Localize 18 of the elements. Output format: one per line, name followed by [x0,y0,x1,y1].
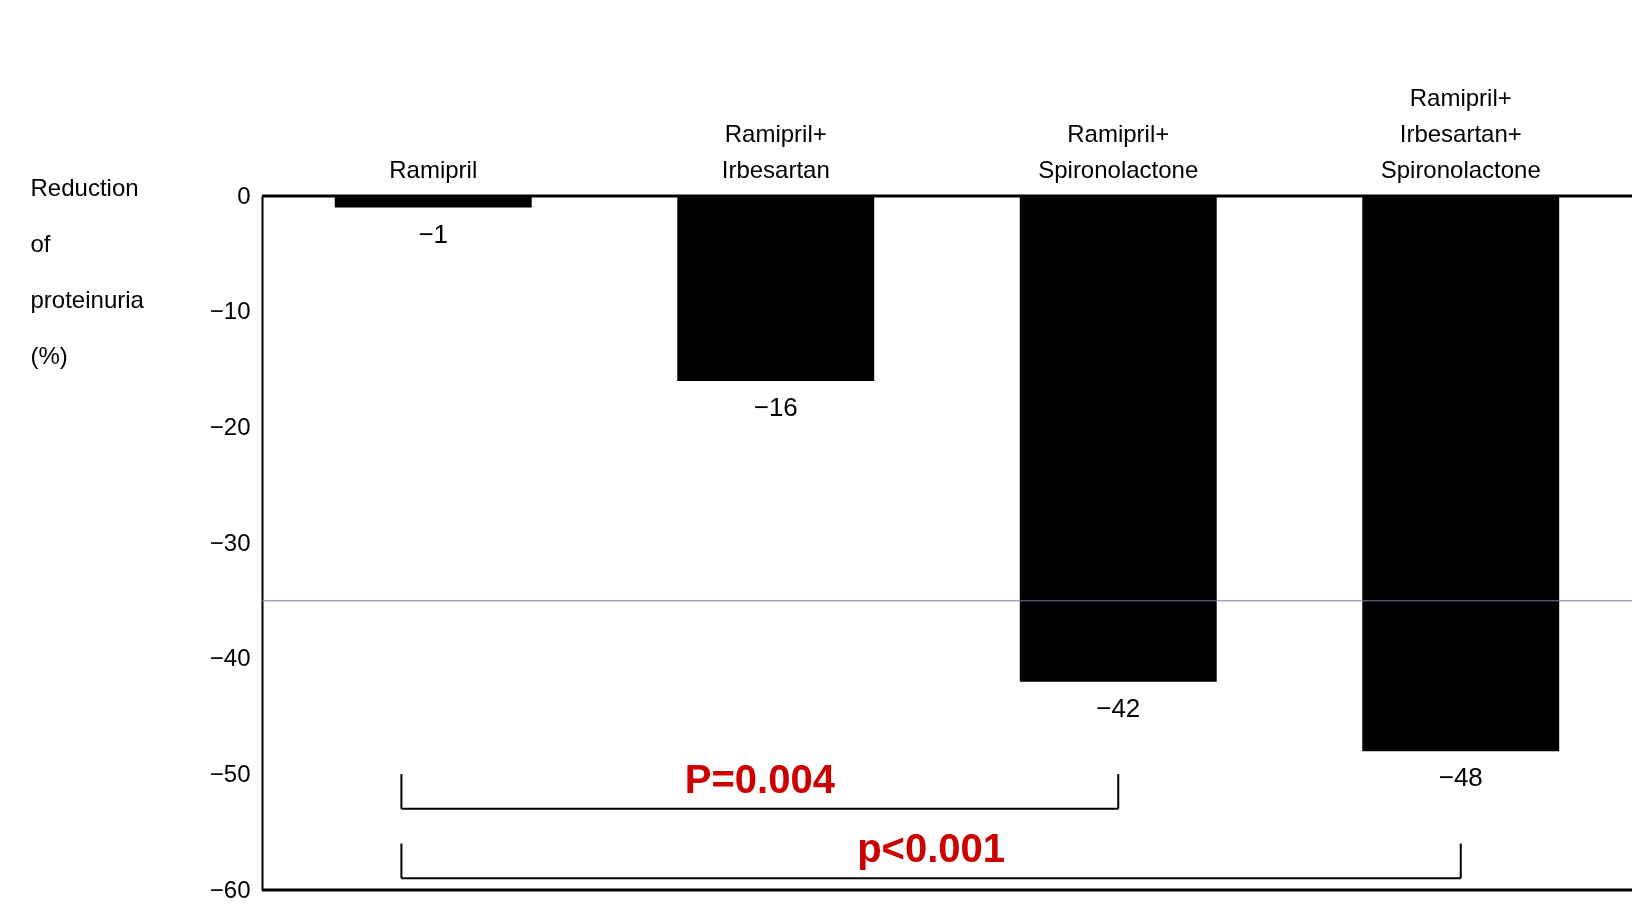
annotation: p<0.001 [857,826,1006,871]
y-tick-label: −20 [209,412,251,440]
y-tick-label: −30 [209,528,251,556]
data-label: −1 [418,218,449,249]
y-tick-label: −40 [209,644,251,672]
annotation: P=0.004 [684,756,836,801]
x-tick-label: Ramipril+ Irbesartan [721,120,830,183]
data-label: −16 [753,392,798,423]
x-tick-label: Ramipril [389,156,478,183]
y-tick-label: 0 [237,181,251,209]
y-tick-label: −60 [209,875,251,903]
data-label: −42 [1096,692,1141,723]
y-tick-label: −50 [209,759,251,787]
text: Reduction of proteinuria (%) [30,173,144,369]
y-tick-label: −10 [209,297,251,325]
x-tick-label: Ramipril+ Irbesartan+ Spironolactone [1380,84,1541,183]
x-tick-label: Ramipril+ Spironolactone [1038,120,1199,183]
data-label: −48 [1438,762,1483,793]
